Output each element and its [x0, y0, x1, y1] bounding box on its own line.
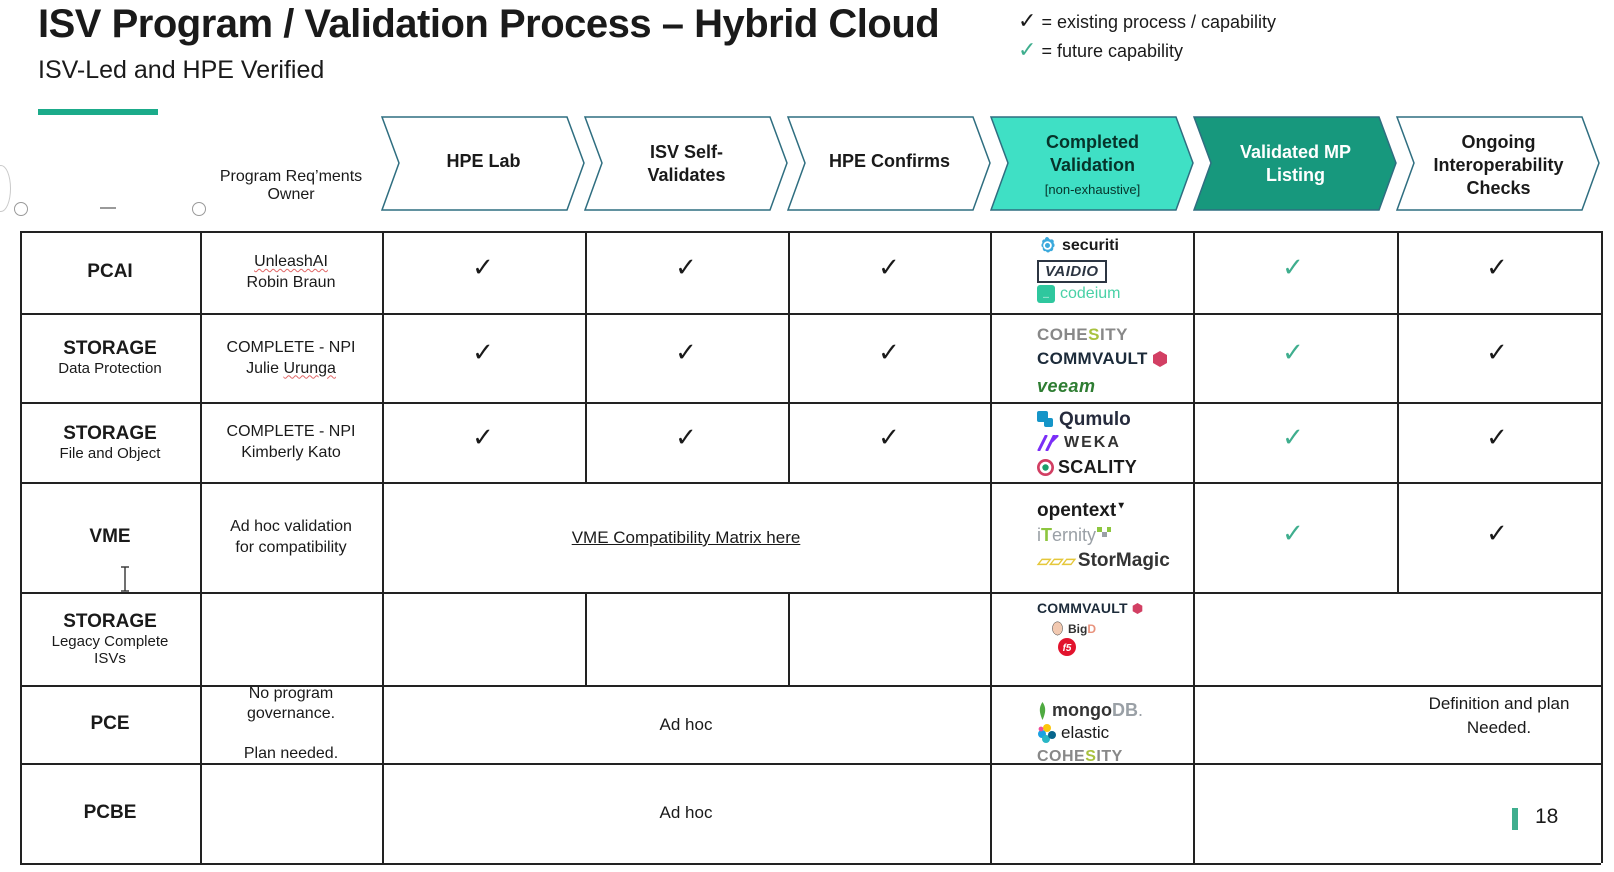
svg-text:…: … — [1043, 291, 1049, 302]
svg-text:f5: f5 — [1063, 643, 1072, 654]
